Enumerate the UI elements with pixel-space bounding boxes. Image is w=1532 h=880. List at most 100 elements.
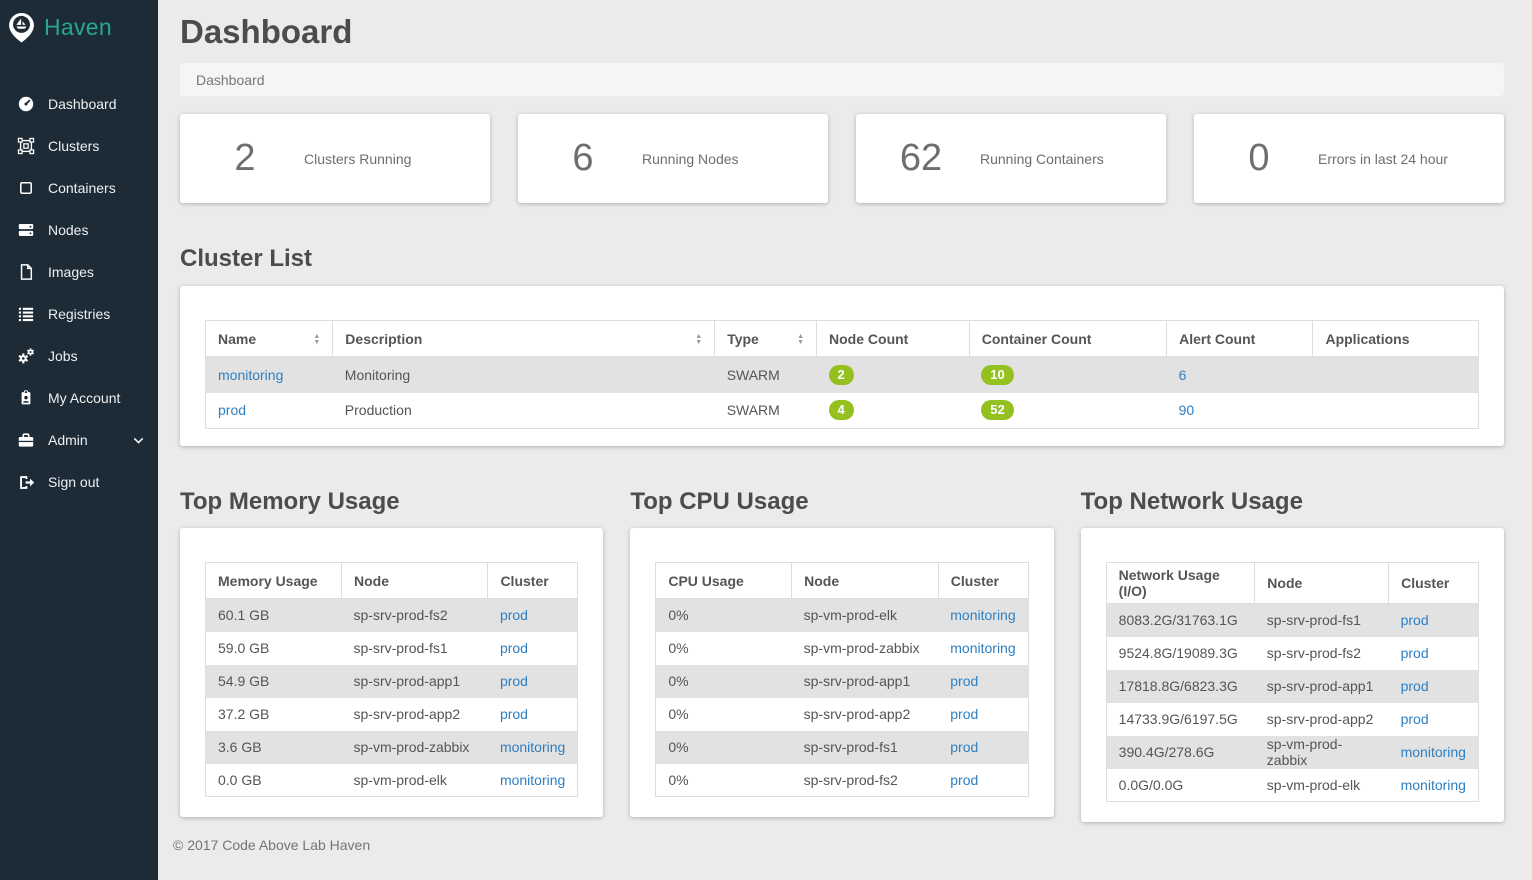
cluster-link[interactable]: monitoring xyxy=(499,739,566,755)
sidebar-item-dashboard[interactable]: Dashboard xyxy=(0,83,158,125)
sidebar-item-label: My Account xyxy=(48,390,121,406)
top-memory-table: Memory Usage Node Cluster 60.1 GB sp-srv-… xyxy=(205,562,579,797)
alert-count-link[interactable]: 6 xyxy=(1178,366,1187,383)
sort-icon: ▲ ▼ xyxy=(313,332,321,346)
sidebar-item-jobs[interactable]: Jobs xyxy=(0,335,158,377)
table-row: 0% sp-srv-prod-app1 prod xyxy=(655,664,1029,698)
table-row: 0% sp-srv-prod-fs2 prod xyxy=(655,763,1029,797)
cluster-description: Production xyxy=(344,402,412,419)
cluster-link[interactable]: prod xyxy=(1400,645,1429,661)
sidebar-item-images[interactable]: Images xyxy=(0,251,158,293)
cluster-link[interactable]: prod xyxy=(499,673,528,689)
cluster-link[interactable]: monitoring xyxy=(1400,776,1466,793)
memory-value: 0.0 GB xyxy=(218,771,262,788)
map-pin-boat-icon xyxy=(8,12,35,43)
sidebar-item-label: Registries xyxy=(48,306,111,322)
node-name: sp-vm-prod-elk xyxy=(353,771,447,788)
breadcrumb-item-dashboard[interactable]: Dashboard xyxy=(196,71,265,88)
breadcrumb: Dashboard xyxy=(180,63,1504,96)
sidebar-item-registries[interactable]: Registries xyxy=(0,293,158,335)
sidebar-menu: Dashboard Clusters Contai xyxy=(0,83,158,503)
stat-label: Errors in last 24 hour xyxy=(1318,150,1448,167)
sidebar-item-clusters[interactable]: Clusters xyxy=(0,125,158,167)
cluster-link[interactable]: prod xyxy=(1400,612,1429,629)
network-value: 390.4G/278.6G xyxy=(1118,744,1215,760)
node-name: sp-srv-prod-app2 xyxy=(803,706,911,722)
memory-value: 59.0 GB xyxy=(218,640,270,656)
cluster-link[interactable]: prod xyxy=(1400,678,1429,694)
sidebar-item-label: Images xyxy=(48,264,94,280)
usage-section: Top Memory Usage Memory Usage Node Clust… xyxy=(180,488,1504,822)
sidebar-item-containers[interactable]: Containers xyxy=(0,167,158,209)
column-header-node: Node xyxy=(340,562,489,599)
main-content: Dashboard Dashboard 2 Clusters Running 6… xyxy=(158,0,1532,853)
table-row: 0% sp-vm-prod-elk monitoring xyxy=(655,598,1029,632)
app-logo[interactable]: Haven xyxy=(0,0,158,43)
cluster-link[interactable]: prod xyxy=(950,771,979,788)
cluster-link[interactable]: prod xyxy=(499,607,528,624)
memory-value: 3.6 GB xyxy=(218,739,262,755)
column-header-memory-usage: Memory Usage xyxy=(205,562,342,599)
container-count-badge: 52 xyxy=(981,400,1014,421)
column-header-alert-count: Alert Count xyxy=(1166,320,1314,357)
table-row: 0% sp-srv-prod-fs1 prod xyxy=(655,730,1029,764)
table-row: prod Production SWARM 4 52 90 xyxy=(205,392,1479,429)
cluster-link[interactable]: prod xyxy=(950,706,979,722)
my-account-icon xyxy=(16,389,36,407)
column-header-description[interactable]: ▲ ▼ Description xyxy=(332,320,716,357)
applications-cell xyxy=(1313,393,1479,429)
stat-value: 2 xyxy=(234,137,256,179)
cluster-list-table: ▲ ▼ Name ▲ ▼ Description ▲ ▼ Type Node Coun… xyxy=(204,320,1479,429)
sort-icon: ▲ ▼ xyxy=(695,332,703,346)
top-memory-title: Top Memory Usage xyxy=(180,488,400,515)
sidebar-item-label: Nodes xyxy=(48,222,89,238)
sidebar-item-label: Jobs xyxy=(48,348,78,364)
stat-value: 6 xyxy=(572,137,594,179)
top-network-column: Top Network Usage Network Usage (I/O) No… xyxy=(1080,488,1504,822)
table-row: 0.0G/0.0G sp-vm-prod-elk monitoring xyxy=(1106,768,1479,802)
cluster-link[interactable]: monitoring xyxy=(1400,744,1466,760)
column-header-name[interactable]: ▲ ▼ Name xyxy=(204,320,334,357)
cluster-link[interactable]: prod xyxy=(499,640,528,656)
cluster-link[interactable]: prod xyxy=(950,739,979,755)
column-header-node-count: Node Count xyxy=(816,320,970,357)
node-name: sp-srv-prod-app1 xyxy=(353,673,461,689)
sidebar-item-nodes[interactable]: Nodes xyxy=(0,209,158,251)
top-cpu-column: Top CPU Usage CPU Usage Node Cluster 0% s… xyxy=(630,488,1054,817)
cluster-link[interactable]: prod xyxy=(1400,711,1429,727)
page-title: Dashboard xyxy=(180,13,353,50)
stat-card-errors-24h: 0 Errors in last 24 hour xyxy=(1194,114,1504,203)
sidebar-item-label: Clusters xyxy=(48,138,100,154)
top-cpu-title: Top CPU Usage xyxy=(630,488,809,515)
cpu-value: 0% xyxy=(668,673,689,689)
sidebar-item-admin[interactable]: Admin xyxy=(0,419,158,461)
table-row: monitoring Monitoring SWARM 2 10 6 xyxy=(205,356,1479,393)
alert-count-link[interactable]: 90 xyxy=(1178,402,1195,419)
sidebar-item-my-account[interactable]: My Account xyxy=(0,377,158,419)
cpu-value: 0% xyxy=(668,739,689,755)
column-header-type[interactable]: ▲ ▼ Type xyxy=(714,320,818,357)
table-row: 9524.8G/19089.3G sp-srv-prod-fs2 prod xyxy=(1106,636,1479,670)
cluster-link[interactable]: prod xyxy=(218,402,247,419)
node-name: sp-vm-prod-zabbix xyxy=(353,739,470,755)
brand-name: Haven xyxy=(44,14,112,40)
top-memory-column: Top Memory Usage Memory Usage Node Clust… xyxy=(180,488,604,817)
cluster-type: SWARM xyxy=(726,402,780,419)
cluster-link[interactable]: monitoring xyxy=(950,607,1016,624)
cluster-link[interactable]: monitoring xyxy=(950,640,1016,656)
sidebar-item-label: Dashboard xyxy=(48,96,117,112)
top-cpu-panel: CPU Usage Node Cluster 0% sp-vm-prod-elk m… xyxy=(630,528,1054,817)
sign-out-icon xyxy=(16,474,36,491)
node-count-badge: 4 xyxy=(828,400,854,421)
cluster-link[interactable]: prod xyxy=(950,673,979,689)
node-name: sp-srv-prod-fs1 xyxy=(803,739,898,755)
stat-label: Clusters Running xyxy=(304,150,412,167)
network-value: 9524.8G/19089.3G xyxy=(1118,645,1238,661)
table-row: 59.0 GB sp-srv-prod-fs1 prod xyxy=(205,631,578,665)
sidebar-item-sign-out[interactable]: Sign out xyxy=(0,461,158,503)
network-value: 14733.9G/6197.5G xyxy=(1118,711,1238,727)
cluster-link[interactable]: monitoring xyxy=(218,366,284,383)
cluster-link[interactable]: prod xyxy=(499,706,528,722)
cluster-link[interactable]: monitoring xyxy=(499,771,566,788)
node-name: sp-srv-prod-fs2 xyxy=(803,771,898,788)
